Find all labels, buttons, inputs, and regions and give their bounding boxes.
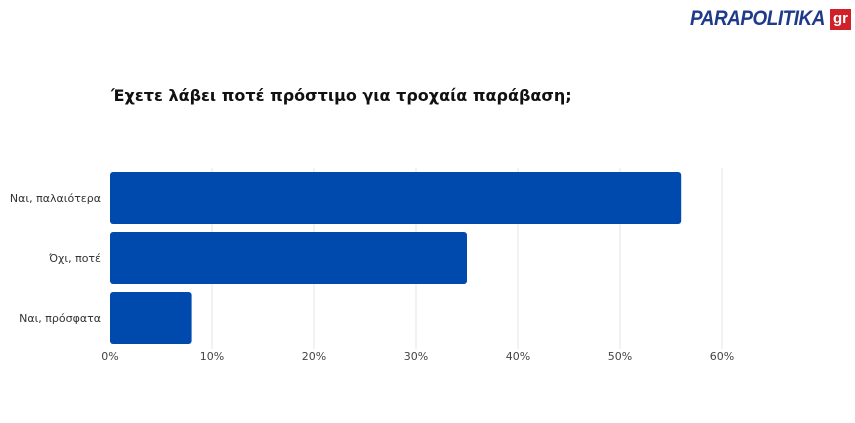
x-tick-label: 40%	[506, 350, 530, 363]
parapolitika-logo: PARAPOLITIKA gr	[690, 6, 851, 32]
x-tick-label: 0%	[101, 350, 118, 363]
x-tick-label: 50%	[608, 350, 632, 363]
category-label: Ναι, παλαιότερα	[10, 192, 101, 205]
logo-text: PARAPOLITIKA	[690, 7, 825, 30]
x-tick-label: 20%	[302, 350, 326, 363]
bar	[110, 292, 192, 344]
chart-title: Έχετε λάβει ποτέ πρόστιμο για τροχαία πα…	[111, 86, 572, 105]
bar	[110, 232, 467, 284]
x-tick-label: 60%	[710, 350, 734, 363]
x-tick-label: 30%	[404, 350, 428, 363]
bar	[110, 172, 682, 224]
logo-suffix: gr	[829, 8, 851, 30]
category-label: Όχι, ποτέ	[48, 252, 101, 265]
category-label: Ναι, πρόσφατα	[19, 312, 101, 325]
x-tick-label: 10%	[200, 350, 224, 363]
